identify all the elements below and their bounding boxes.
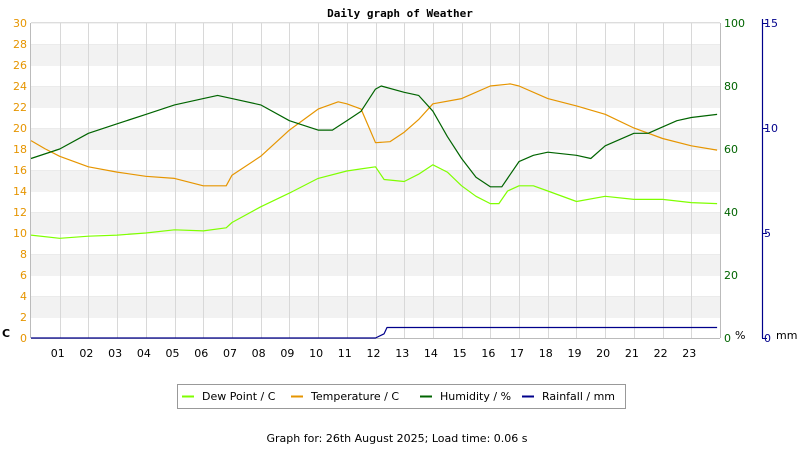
series-line-4: [31, 326, 718, 339]
left-axis-unit: C: [2, 327, 10, 340]
x-tick-label: 07: [223, 347, 237, 360]
legend: Dew Point / C Temperature / C Humidity / %…: [177, 384, 626, 409]
left-tick-label: 12: [13, 206, 27, 219]
legend-label: Temperature / C: [310, 390, 399, 403]
tick-labels: 0246810121416182022242628300204060801000…: [13, 17, 778, 360]
left-tick-label: 10: [13, 227, 27, 240]
left-tick-label: 20: [13, 122, 27, 135]
right2-tick-label: 15: [764, 17, 778, 30]
legend-label: Rainfall / mm: [542, 390, 615, 403]
grid-band: [31, 44, 720, 65]
x-tick-label: 11: [338, 347, 352, 360]
left-tick-label: 18: [13, 143, 27, 156]
x-tick-label: 23: [682, 347, 696, 360]
x-tick-label: 01: [51, 347, 65, 360]
x-tick-label: 17: [510, 347, 524, 360]
x-tick-label: 21: [625, 347, 639, 360]
plot-bands: [31, 22, 720, 338]
vertical-gridlines: [60, 23, 692, 338]
grid-band: [31, 191, 720, 212]
right2-tick-label: 0: [764, 332, 771, 345]
x-tick-label: 15: [453, 347, 467, 360]
x-tick-label: 08: [252, 347, 266, 360]
x-tick-label: 04: [137, 347, 151, 360]
legend-box: [177, 384, 626, 409]
x-tick-label: 19: [567, 347, 581, 360]
x-tick-label: 20: [596, 347, 610, 360]
left-tick-label: 22: [13, 101, 27, 114]
left-tick-label: 16: [13, 164, 27, 177]
x-tick-label: 02: [79, 347, 93, 360]
grid-band: [31, 275, 720, 296]
right2-tick-label: 10: [764, 122, 778, 135]
x-tick-label: 06: [194, 347, 208, 360]
right1-tick-label: 100: [724, 17, 745, 30]
x-tick-label: 13: [395, 347, 409, 360]
left-tick-label: 6: [20, 269, 27, 282]
x-tick-label: 22: [654, 347, 668, 360]
x-tick-label: 18: [539, 347, 553, 360]
left-tick-label: 24: [13, 80, 27, 93]
right2-tick-label: 5: [764, 227, 771, 240]
left-tick-label: 28: [13, 38, 27, 51]
chart-title: Daily graph of Weather: [327, 7, 473, 20]
left-tick-label: 30: [13, 17, 27, 30]
right1-tick-label: 20: [724, 269, 738, 282]
x-tick-label: 16: [481, 347, 495, 360]
right1-tick-label: 80: [724, 80, 738, 93]
left-tick-label: 4: [20, 290, 27, 303]
left-tick-label: 0: [20, 332, 27, 345]
left-tick-label: 14: [13, 185, 27, 198]
grid-band: [31, 296, 720, 317]
grid-band: [31, 254, 720, 275]
grid-band: [31, 170, 720, 191]
grid-band: [31, 107, 720, 128]
x-tick-label: 09: [280, 347, 294, 360]
footer-text: Graph for: 26th August 2025; Load time: …: [267, 432, 528, 445]
x-tick-label: 10: [309, 347, 323, 360]
series-lines: [30, 83, 718, 339]
left-tick-label: 2: [20, 311, 27, 324]
x-tick-label: 12: [367, 347, 381, 360]
grid-band: [31, 128, 720, 149]
grid-band: [31, 212, 720, 233]
grid-band: [31, 65, 720, 86]
grid-band: [31, 23, 720, 44]
left-tick-label: 26: [13, 59, 27, 72]
x-tick-label: 14: [424, 347, 438, 360]
series-line-3: [30, 85, 718, 188]
series-line-1: [30, 164, 718, 239]
right1-tick-label: 0: [724, 332, 731, 345]
right2-axis-unit: mm: [776, 329, 797, 342]
grid-band: [31, 233, 720, 254]
right1-tick-label: 60: [724, 143, 738, 156]
legend-label: Humidity / %: [440, 390, 511, 403]
legend-label: Dew Point / C: [202, 390, 276, 403]
x-tick-label: 03: [108, 347, 122, 360]
left-tick-label: 8: [20, 248, 27, 261]
right1-tick-label: 40: [724, 206, 738, 219]
x-tick-label: 05: [166, 347, 180, 360]
series-line-2: [30, 83, 718, 187]
right1-axis-unit: %: [735, 329, 745, 342]
